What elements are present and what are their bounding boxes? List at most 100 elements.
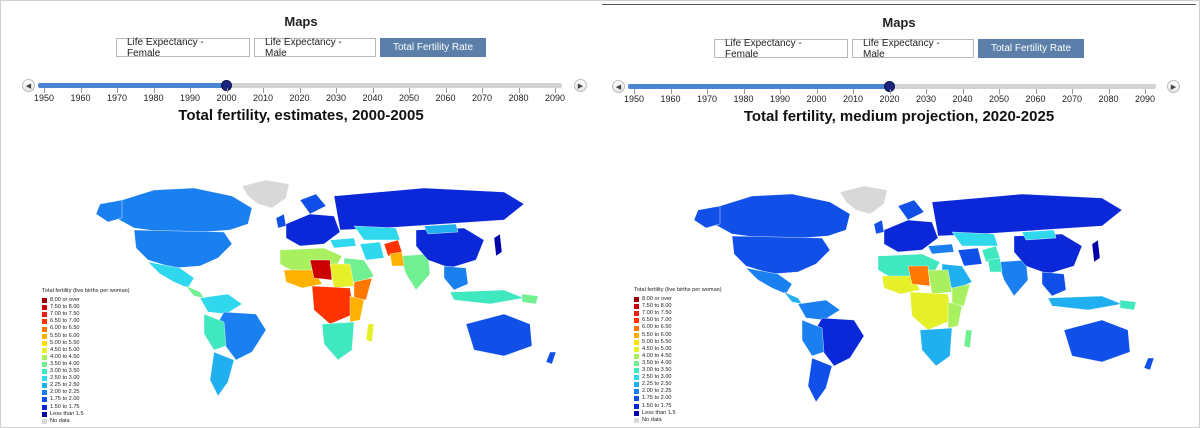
year-label[interactable]: 1970 — [696, 94, 718, 104]
legend-label: 4.00 to 4.50 — [642, 352, 672, 359]
tab-life-expectancy-male[interactable]: Life Expectancy - Male — [852, 38, 974, 60]
year-label[interactable]: 2010 — [842, 94, 864, 104]
region-chad-sudan — [927, 269, 953, 295]
year-label[interactable]: 2040 — [362, 93, 383, 103]
region-new-zealand — [1143, 357, 1155, 371]
map-panel-right: Maps Life Expectancy - Female Life Expec… — [602, 4, 1196, 424]
legend-item: 5.00 to 5.50 — [42, 340, 130, 347]
region-colombia-venezuela — [797, 299, 841, 321]
legend-item: 2.50 to 3.00 — [42, 375, 130, 382]
legend-item: 5.50 to 6.00 — [634, 332, 722, 339]
year-label[interactable]: 1950 — [623, 94, 645, 104]
right-arrow-icon[interactable]: ▶ — [1167, 80, 1180, 93]
tab-life-expectancy-male[interactable]: Life Expectancy - Male — [254, 37, 376, 59]
year-label[interactable]: 1960 — [70, 93, 91, 103]
legend-label: 5.50 to 6.00 — [642, 331, 672, 338]
legend-label: 5.00 to 5.50 — [642, 338, 672, 345]
tab-total-fertility-rate[interactable]: Total Fertility Rate — [978, 39, 1084, 58]
year-label[interactable]: 1990 — [769, 94, 791, 104]
legend-label: 7.50 to 8.00 — [642, 303, 672, 310]
year-label[interactable]: 2070 — [471, 93, 493, 103]
year-label[interactable]: 2020 — [289, 93, 310, 103]
legend-item: 5.00 to 5.50 — [634, 339, 722, 346]
region-chad-sudan — [329, 263, 355, 289]
legend-label: 1.75 to 2.00 — [642, 395, 672, 402]
legend-label: 2.50 to 3.00 — [642, 374, 672, 381]
year-label[interactable]: 2090 — [1134, 94, 1156, 104]
year-label[interactable]: 1960 — [660, 94, 681, 104]
legend-swatch — [42, 305, 47, 311]
year-label[interactable]: 2050 — [988, 94, 1010, 104]
legend-item: 7.50 to 8.00 — [634, 303, 722, 310]
year-label[interactable]: 2080 — [508, 93, 529, 103]
year-label[interactable]: 2040 — [952, 94, 973, 104]
year-label[interactable]: 1970 — [106, 93, 128, 103]
year-slider[interactable]: ◀ ▶ 1950 1960 1970 1980 1990 2000 2010 2020 2030… — [602, 76, 1196, 116]
region-southeast-asia — [443, 265, 469, 291]
year-label[interactable]: 2060 — [1025, 94, 1046, 104]
legend-title: Total fertility (live births per woman) — [634, 287, 722, 293]
year-label[interactable]: 1950 — [33, 93, 55, 103]
slider-tick — [962, 89, 964, 94]
left-arrow-icon[interactable]: ◀ — [22, 79, 35, 92]
region-uk — [873, 219, 885, 235]
region-colombia-venezuela — [199, 293, 243, 315]
legend-label: 6.50 to 7.00 — [50, 318, 80, 325]
app-title: Maps — [882, 15, 916, 30]
year-label[interactable]: 2050 — [398, 93, 420, 103]
region-greenland — [241, 179, 290, 209]
legend-swatch — [42, 418, 47, 424]
legend-label: 1.50 to 1.75 — [50, 403, 80, 410]
region-scandinavia — [897, 199, 925, 221]
legend-swatch — [42, 383, 47, 389]
legend-item: No data — [634, 417, 722, 424]
year-label[interactable]: 2080 — [1098, 94, 1119, 104]
year-label[interactable]: 2000 — [216, 93, 237, 103]
region-madagascar — [963, 329, 973, 349]
legend-item: 2.25 to 2.50 — [42, 382, 130, 389]
map-title: Total fertility, medium projection, 2020… — [743, 108, 1055, 125]
tab-life-expectancy-female[interactable]: Life Expectancy - Female — [714, 38, 848, 60]
slider-tick — [226, 88, 228, 93]
region-uk — [275, 213, 287, 229]
left-arrow-icon[interactable]: ◀ — [612, 80, 625, 93]
region-mongolia — [423, 223, 459, 235]
slider-track[interactable] — [38, 83, 562, 88]
year-label[interactable]: 2030 — [325, 93, 347, 103]
world-map[interactable] — [4, 174, 598, 404]
legend-swatch — [634, 332, 639, 338]
year-slider[interactable]: ◀ ▶ 1950 1960 1970 1980 1990 2000 2010 2020 2030… — [4, 75, 598, 115]
legend-label: 4.00 to 4.50 — [50, 353, 80, 360]
world-map[interactable] — [602, 175, 1196, 415]
legend-label: 8.00 or over — [642, 296, 672, 303]
year-label[interactable]: 1980 — [733, 94, 754, 104]
legend-swatch — [42, 340, 47, 346]
year-label[interactable]: 2020 — [879, 94, 900, 104]
legend-swatch — [634, 311, 639, 317]
region-japan — [493, 233, 503, 257]
legend-label: 7.00 to 7.50 — [50, 311, 80, 318]
year-label[interactable]: 2030 — [915, 94, 937, 104]
legend-swatch — [42, 319, 47, 325]
legend-rows: 8.00 or over 7.50 to 8.00 7.00 to 7.50 6.50… — [42, 297, 130, 425]
tab-life-expectancy-female[interactable]: Life Expectancy - Female — [116, 37, 250, 59]
region-niger — [907, 265, 931, 287]
year-label[interactable]: 1980 — [143, 93, 164, 103]
legend-label: 1.75 to 2.00 — [50, 396, 80, 403]
year-label[interactable]: 2000 — [806, 94, 827, 104]
legend-swatch — [634, 346, 639, 352]
right-arrow-icon[interactable]: ▶ — [574, 79, 587, 92]
region-iran — [359, 241, 385, 261]
year-label[interactable]: 2010 — [252, 93, 274, 103]
year-label[interactable]: 2090 — [544, 93, 566, 103]
region-russia — [931, 193, 1123, 237]
tab-total-fertility-rate[interactable]: Total Fertility Rate — [380, 38, 486, 57]
legend-label: 3.00 to 3.50 — [642, 367, 672, 374]
region-europe — [285, 213, 341, 247]
year-label[interactable]: 2070 — [1061, 94, 1083, 104]
year-label[interactable]: 1990 — [179, 93, 201, 103]
legend-item: 1.75 to 2.00 — [634, 395, 722, 402]
year-label[interactable]: 2060 — [435, 93, 456, 103]
region-horn — [951, 283, 971, 307]
slider-tick — [190, 88, 191, 93]
